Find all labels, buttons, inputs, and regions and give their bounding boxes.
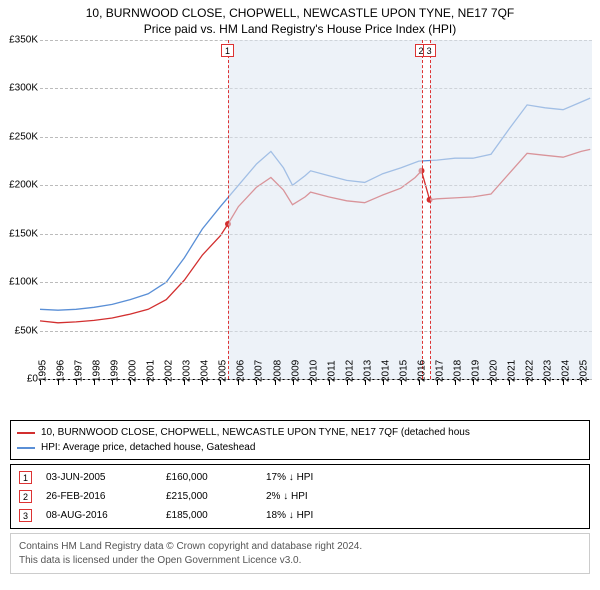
x-axis: 1995199619971998199920002001200220032004… xyxy=(40,380,592,416)
x-tick-label: 2003 xyxy=(182,360,193,382)
legend: 10, BURNWOOD CLOSE, CHOPWELL, NEWCASTLE … xyxy=(10,420,590,460)
event-price: £215,000 xyxy=(166,491,266,502)
sale-event-line xyxy=(422,40,423,379)
x-tick-label: 1996 xyxy=(56,360,67,382)
x-tick-label: 1999 xyxy=(110,360,121,382)
y-tick-label: £0 xyxy=(27,374,38,385)
event-row: 1 03-JUN-2005£160,00017% ↓ HPI xyxy=(17,471,583,484)
event-date: 26-FEB-2016 xyxy=(46,491,166,502)
y-tick-label: £350K xyxy=(9,35,38,46)
plot-area: £0£50K£100K£150K£200K£250K£300K£350K 123 xyxy=(40,40,592,380)
x-tick-label: 2005 xyxy=(218,360,229,382)
x-tick-label: 2006 xyxy=(236,360,247,382)
x-tick-label: 2022 xyxy=(525,360,536,382)
x-tick-label: 2021 xyxy=(507,360,518,382)
x-tick-label: 2001 xyxy=(146,360,157,382)
y-tick-label: £250K xyxy=(9,131,38,142)
sale-event-marker: 3 xyxy=(423,44,436,57)
x-tick-label: 1997 xyxy=(74,360,85,382)
event-marker-icon: 3 xyxy=(19,509,32,522)
event-row: 3 08-AUG-2016£185,00018% ↓ HPI xyxy=(17,509,583,522)
x-tick-label: 2004 xyxy=(200,360,211,382)
y-tick-label: £100K xyxy=(9,277,38,288)
x-tick-label: 2023 xyxy=(543,360,554,382)
x-tick-label: 1995 xyxy=(38,360,49,382)
events-table: 1 03-JUN-2005£160,00017% ↓ HPI 2 26-FEB-201… xyxy=(10,464,590,529)
shaded-ownership-period xyxy=(430,40,592,379)
x-tick-label: 2009 xyxy=(290,360,301,382)
x-tick-label: 2008 xyxy=(272,360,283,382)
event-pct-vs-hpi: 2% ↓ HPI xyxy=(266,491,386,502)
legend-label: 10, BURNWOOD CLOSE, CHOPWELL, NEWCASTLE … xyxy=(41,425,470,440)
disclaimer-line: This data is licensed under the Open Gov… xyxy=(19,554,581,568)
x-tick-label: 2000 xyxy=(128,360,139,382)
event-date: 08-AUG-2016 xyxy=(46,510,166,521)
legend-item: HPI: Average price, detached house, Gate… xyxy=(17,440,583,455)
legend-swatch xyxy=(17,447,35,449)
y-tick-label: £150K xyxy=(9,228,38,239)
event-price: £185,000 xyxy=(166,510,266,521)
x-tick-label: 2020 xyxy=(488,360,499,382)
x-tick-label: 2018 xyxy=(452,360,463,382)
x-tick-label: 2024 xyxy=(561,360,572,382)
y-tick-label: £300K xyxy=(9,83,38,94)
event-row: 2 26-FEB-2016£215,0002% ↓ HPI xyxy=(17,490,583,503)
x-tick-label: 2016 xyxy=(416,360,427,382)
event-price: £160,000 xyxy=(166,472,266,483)
x-tick-label: 2025 xyxy=(579,360,590,382)
x-tick-label: 1998 xyxy=(92,360,103,382)
legend-swatch xyxy=(17,432,35,434)
shaded-ownership-period xyxy=(228,40,422,379)
x-tick-label: 2015 xyxy=(398,360,409,382)
x-tick-label: 2019 xyxy=(470,360,481,382)
event-pct-vs-hpi: 18% ↓ HPI xyxy=(266,510,386,521)
x-tick-label: 2011 xyxy=(326,360,337,382)
x-tick-label: 2013 xyxy=(362,360,373,382)
chart-container: 10, BURNWOOD CLOSE, CHOPWELL, NEWCASTLE … xyxy=(0,0,600,590)
sale-event-line xyxy=(228,40,229,379)
event-marker-icon: 2 xyxy=(19,490,32,503)
y-tick-label: £50K xyxy=(15,325,38,336)
event-date: 03-JUN-2005 xyxy=(46,472,166,483)
x-tick-label: 2002 xyxy=(164,360,175,382)
chart-title: 10, BURNWOOD CLOSE, CHOPWELL, NEWCASTLE … xyxy=(0,0,600,20)
sale-event-marker: 1 xyxy=(221,44,234,57)
legend-label: HPI: Average price, detached house, Gate… xyxy=(41,440,255,455)
x-tick-label: 2012 xyxy=(344,360,355,382)
x-tick-label: 2010 xyxy=(308,360,319,382)
y-axis: £0£50K£100K£150K£200K£250K£300K£350K xyxy=(0,40,38,379)
x-tick-label: 2007 xyxy=(254,360,265,382)
y-tick-label: £200K xyxy=(9,180,38,191)
event-pct-vs-hpi: 17% ↓ HPI xyxy=(266,472,386,483)
disclaimer-line: Contains HM Land Registry data © Crown c… xyxy=(19,540,581,554)
sale-event-line xyxy=(430,40,431,379)
x-tick-label: 2017 xyxy=(434,360,445,382)
x-tick-label: 2014 xyxy=(380,360,391,382)
legend-item: 10, BURNWOOD CLOSE, CHOPWELL, NEWCASTLE … xyxy=(17,425,583,440)
event-marker-icon: 1 xyxy=(19,471,32,484)
chart-subtitle: Price paid vs. HM Land Registry's House … xyxy=(0,20,600,40)
disclaimer: Contains HM Land Registry data © Crown c… xyxy=(10,533,590,574)
